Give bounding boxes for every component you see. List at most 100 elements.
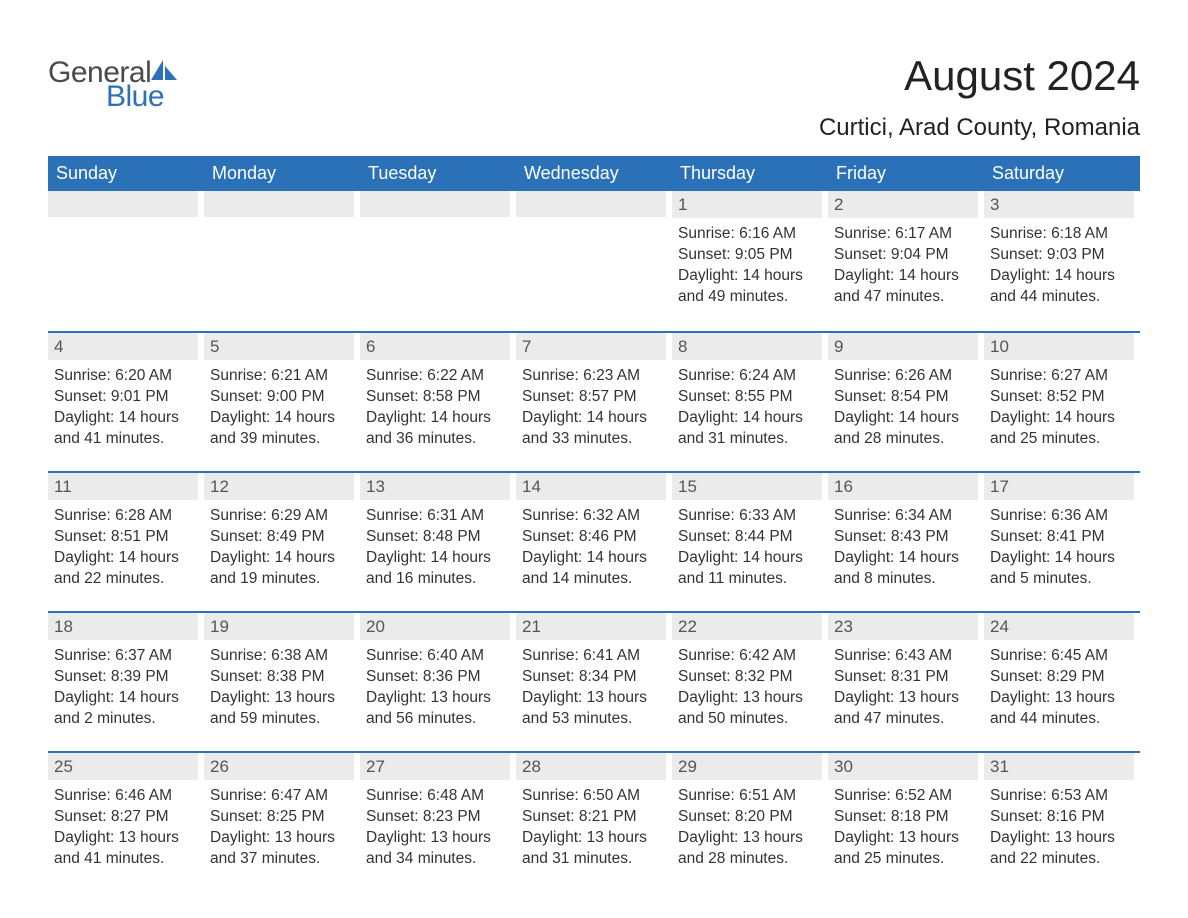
- sunset-text: Sunset: 8:20 PM: [678, 807, 820, 828]
- calendar-day: 13Sunrise: 6:31 AMSunset: 8:48 PMDayligh…: [360, 473, 516, 611]
- calendar-day: 6Sunrise: 6:22 AMSunset: 8:58 PMDaylight…: [360, 333, 516, 471]
- sunrise-text: Sunrise: 6:24 AM: [678, 366, 820, 387]
- sunset-text: Sunset: 8:18 PM: [834, 807, 976, 828]
- day-number: 4: [48, 333, 198, 360]
- day-body: Sunrise: 6:52 AMSunset: 8:18 PMDaylight:…: [828, 780, 978, 872]
- sunset-text: Sunset: 8:25 PM: [210, 807, 352, 828]
- day-number: 16: [828, 473, 978, 500]
- day-body: Sunrise: 6:36 AMSunset: 8:41 PMDaylight:…: [984, 500, 1134, 592]
- calendar-day: 7Sunrise: 6:23 AMSunset: 8:57 PMDaylight…: [516, 333, 672, 471]
- sunrise-text: Sunrise: 6:45 AM: [990, 646, 1132, 667]
- day-body: Sunrise: 6:23 AMSunset: 8:57 PMDaylight:…: [516, 360, 666, 452]
- sunset-text: Sunset: 9:04 PM: [834, 245, 976, 266]
- day-number: 5: [204, 333, 354, 360]
- daylight-text: Daylight: 13 hours and 41 minutes.: [54, 828, 196, 870]
- day-number: [204, 191, 354, 217]
- day-header: Friday: [828, 156, 984, 191]
- daylight-text: Daylight: 13 hours and 44 minutes.: [990, 688, 1132, 730]
- day-body: [360, 217, 510, 225]
- calendar-day: 26Sunrise: 6:47 AMSunset: 8:25 PMDayligh…: [204, 753, 360, 891]
- daylight-text: Daylight: 14 hours and 36 minutes.: [366, 408, 508, 450]
- sunrise-text: Sunrise: 6:29 AM: [210, 506, 352, 527]
- daylight-text: Daylight: 13 hours and 25 minutes.: [834, 828, 976, 870]
- day-number: 17: [984, 473, 1134, 500]
- sunset-text: Sunset: 8:57 PM: [522, 387, 664, 408]
- day-body: Sunrise: 6:38 AMSunset: 8:38 PMDaylight:…: [204, 640, 354, 732]
- sunrise-text: Sunrise: 6:43 AM: [834, 646, 976, 667]
- calendar-day: 18Sunrise: 6:37 AMSunset: 8:39 PMDayligh…: [48, 613, 204, 751]
- day-number: 8: [672, 333, 822, 360]
- day-body: Sunrise: 6:51 AMSunset: 8:20 PMDaylight:…: [672, 780, 822, 872]
- calendar-week: 11Sunrise: 6:28 AMSunset: 8:51 PMDayligh…: [48, 471, 1140, 611]
- sunrise-text: Sunrise: 6:42 AM: [678, 646, 820, 667]
- calendar-day: 15Sunrise: 6:33 AMSunset: 8:44 PMDayligh…: [672, 473, 828, 611]
- sunset-text: Sunset: 8:49 PM: [210, 527, 352, 548]
- day-header: Monday: [204, 156, 360, 191]
- calendar-day: [516, 191, 672, 331]
- daylight-text: Daylight: 14 hours and 8 minutes.: [834, 548, 976, 590]
- day-number: 23: [828, 613, 978, 640]
- calendar-day: 30Sunrise: 6:52 AMSunset: 8:18 PMDayligh…: [828, 753, 984, 891]
- daylight-text: Daylight: 14 hours and 31 minutes.: [678, 408, 820, 450]
- sunrise-text: Sunrise: 6:38 AM: [210, 646, 352, 667]
- daylight-text: Daylight: 14 hours and 14 minutes.: [522, 548, 664, 590]
- sunset-text: Sunset: 9:01 PM: [54, 387, 196, 408]
- day-number: 29: [672, 753, 822, 780]
- sunset-text: Sunset: 8:31 PM: [834, 667, 976, 688]
- day-body: Sunrise: 6:28 AMSunset: 8:51 PMDaylight:…: [48, 500, 198, 592]
- sunrise-text: Sunrise: 6:20 AM: [54, 366, 196, 387]
- sunset-text: Sunset: 8:36 PM: [366, 667, 508, 688]
- calendar-day: 17Sunrise: 6:36 AMSunset: 8:41 PMDayligh…: [984, 473, 1140, 611]
- sunset-text: Sunset: 8:32 PM: [678, 667, 820, 688]
- day-body: Sunrise: 6:43 AMSunset: 8:31 PMDaylight:…: [828, 640, 978, 732]
- day-body: Sunrise: 6:24 AMSunset: 8:55 PMDaylight:…: [672, 360, 822, 452]
- day-body: Sunrise: 6:48 AMSunset: 8:23 PMDaylight:…: [360, 780, 510, 872]
- logo-sail-icon: [151, 60, 177, 80]
- daylight-text: Daylight: 14 hours and 2 minutes.: [54, 688, 196, 730]
- sunset-text: Sunset: 8:44 PM: [678, 527, 820, 548]
- sunrise-text: Sunrise: 6:21 AM: [210, 366, 352, 387]
- calendar-day: 28Sunrise: 6:50 AMSunset: 8:21 PMDayligh…: [516, 753, 672, 891]
- daylight-text: Daylight: 14 hours and 39 minutes.: [210, 408, 352, 450]
- sunset-text: Sunset: 8:27 PM: [54, 807, 196, 828]
- day-body: Sunrise: 6:37 AMSunset: 8:39 PMDaylight:…: [48, 640, 198, 732]
- day-number: 9: [828, 333, 978, 360]
- day-body: [516, 217, 666, 225]
- sunrise-text: Sunrise: 6:40 AM: [366, 646, 508, 667]
- day-body: Sunrise: 6:21 AMSunset: 9:00 PMDaylight:…: [204, 360, 354, 452]
- location-text: Curtici, Arad County, Romania: [819, 114, 1140, 142]
- day-number: 13: [360, 473, 510, 500]
- sunset-text: Sunset: 8:48 PM: [366, 527, 508, 548]
- daylight-text: Daylight: 13 hours and 59 minutes.: [210, 688, 352, 730]
- calendar-day: 29Sunrise: 6:51 AMSunset: 8:20 PMDayligh…: [672, 753, 828, 891]
- day-header: Thursday: [672, 156, 828, 191]
- day-number: 18: [48, 613, 198, 640]
- calendar-day: 4Sunrise: 6:20 AMSunset: 9:01 PMDaylight…: [48, 333, 204, 471]
- day-number: 24: [984, 613, 1134, 640]
- day-body: Sunrise: 6:26 AMSunset: 8:54 PMDaylight:…: [828, 360, 978, 452]
- header-row: General Blue August 2024 Curtici, Arad C…: [48, 28, 1140, 142]
- sunset-text: Sunset: 9:00 PM: [210, 387, 352, 408]
- day-header: Sunday: [48, 156, 204, 191]
- day-body: Sunrise: 6:16 AMSunset: 9:05 PMDaylight:…: [672, 218, 822, 310]
- day-number: 22: [672, 613, 822, 640]
- calendar-day: 16Sunrise: 6:34 AMSunset: 8:43 PMDayligh…: [828, 473, 984, 611]
- sunset-text: Sunset: 8:39 PM: [54, 667, 196, 688]
- sunset-text: Sunset: 9:03 PM: [990, 245, 1132, 266]
- calendar-day: 2Sunrise: 6:17 AMSunset: 9:04 PMDaylight…: [828, 191, 984, 331]
- daylight-text: Daylight: 13 hours and 53 minutes.: [522, 688, 664, 730]
- sunrise-text: Sunrise: 6:47 AM: [210, 786, 352, 807]
- title-block: August 2024 Curtici, Arad County, Romani…: [819, 28, 1140, 142]
- sunrise-text: Sunrise: 6:50 AM: [522, 786, 664, 807]
- day-body: Sunrise: 6:46 AMSunset: 8:27 PMDaylight:…: [48, 780, 198, 872]
- daylight-text: Daylight: 13 hours and 56 minutes.: [366, 688, 508, 730]
- sunset-text: Sunset: 8:16 PM: [990, 807, 1132, 828]
- calendar-day: 21Sunrise: 6:41 AMSunset: 8:34 PMDayligh…: [516, 613, 672, 751]
- day-body: Sunrise: 6:42 AMSunset: 8:32 PMDaylight:…: [672, 640, 822, 732]
- day-number: 19: [204, 613, 354, 640]
- day-number: [48, 191, 198, 217]
- sunset-text: Sunset: 8:38 PM: [210, 667, 352, 688]
- daylight-text: Daylight: 14 hours and 5 minutes.: [990, 548, 1132, 590]
- sunrise-text: Sunrise: 6:37 AM: [54, 646, 196, 667]
- daylight-text: Daylight: 14 hours and 22 minutes.: [54, 548, 196, 590]
